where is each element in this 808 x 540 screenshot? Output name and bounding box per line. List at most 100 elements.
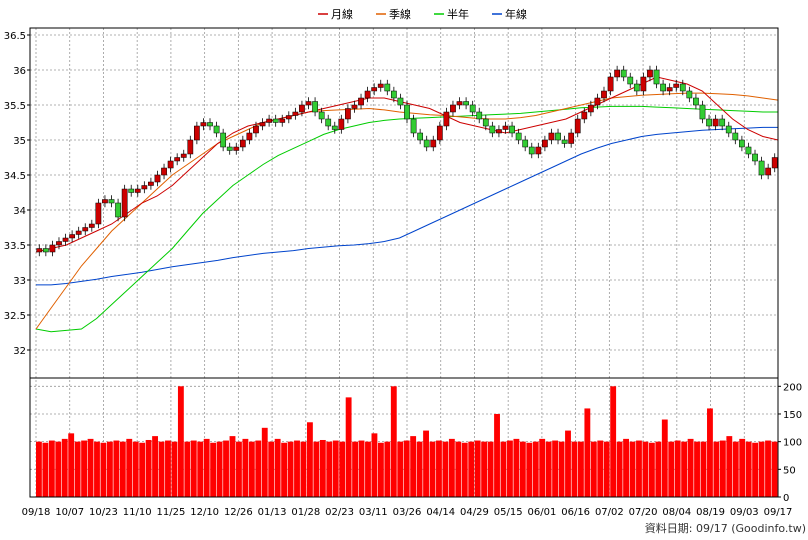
price-tick-label: 36 xyxy=(13,66,26,77)
candle-body xyxy=(371,87,378,92)
volume-bar xyxy=(577,441,584,497)
volume-bar xyxy=(377,442,384,497)
volume-bar xyxy=(494,413,500,497)
candle-body xyxy=(693,97,699,106)
volume-bar xyxy=(636,440,642,497)
ma-year-line xyxy=(36,126,778,286)
volume-bar xyxy=(61,438,68,497)
candle-body xyxy=(56,241,62,246)
volume-bars xyxy=(36,386,778,497)
x-tick-label: 06/16 xyxy=(561,507,590,518)
volume-bar xyxy=(745,441,752,497)
x-tick-label: 04/29 xyxy=(460,507,489,518)
volume-bar xyxy=(616,441,623,497)
volume-bar xyxy=(171,441,178,497)
x-tick-label: 09/18 xyxy=(22,507,51,518)
volume-bar xyxy=(274,438,281,497)
volume-bar xyxy=(48,440,55,497)
candle-body xyxy=(752,153,758,162)
candle-body xyxy=(161,167,167,176)
candle-body xyxy=(246,132,253,141)
candle-body xyxy=(712,118,719,127)
candle-body xyxy=(331,125,338,130)
volume-bar xyxy=(87,438,94,497)
volume-bar xyxy=(326,441,333,497)
volume-bar xyxy=(539,438,546,497)
candle-body xyxy=(358,97,364,106)
candle-body xyxy=(397,97,404,106)
price-tick-label: 36.5 xyxy=(4,31,26,42)
x-tick-label: 09/03 xyxy=(730,507,759,518)
price-tick-label: 33.5 xyxy=(4,241,26,252)
volume-bar xyxy=(319,439,326,497)
candle-body xyxy=(299,104,305,113)
volume-bar xyxy=(229,436,236,497)
volume-bar xyxy=(287,441,294,497)
candle-body xyxy=(305,101,312,106)
candle-body xyxy=(226,146,233,151)
volume-bar xyxy=(732,441,739,497)
x-tick-label: 03/11 xyxy=(359,507,388,518)
candle-body xyxy=(417,132,424,141)
volume-bar xyxy=(726,436,733,497)
chart-legend: 月線 季線 半年 年線 xyxy=(318,7,527,21)
candle-body xyxy=(502,125,509,130)
volume-bar xyxy=(403,440,410,497)
volume-bar xyxy=(94,441,100,497)
candle-body xyxy=(555,132,561,141)
volume-bar xyxy=(552,440,559,497)
volume-bar xyxy=(448,438,455,497)
candle-body xyxy=(587,104,594,113)
volume-bar xyxy=(610,386,617,497)
candle-body xyxy=(364,90,371,99)
candle-body xyxy=(522,139,529,148)
candle-body xyxy=(423,139,430,148)
volume-tick-label: 0 xyxy=(783,493,789,504)
volume-bar xyxy=(158,441,165,497)
price-tick-label: 32.5 xyxy=(4,311,26,322)
volume-bar xyxy=(113,440,120,497)
candle-body xyxy=(548,132,555,141)
candle-body xyxy=(239,139,246,148)
volume-bar xyxy=(571,441,578,497)
volume-bar xyxy=(216,441,223,497)
volume-bar xyxy=(771,441,778,497)
legend-entry: 半年 xyxy=(447,7,469,21)
volume-bar xyxy=(513,438,520,497)
candle-body xyxy=(75,230,82,235)
candle-body xyxy=(285,115,292,120)
volume-bar xyxy=(532,441,539,497)
candle-body xyxy=(88,223,95,228)
candle-body xyxy=(653,69,660,85)
volume-bar xyxy=(332,440,339,497)
volume-bar xyxy=(365,441,371,497)
volume-bar xyxy=(74,441,81,497)
candle-body xyxy=(679,83,686,92)
candle-body xyxy=(180,153,187,158)
candle-body xyxy=(384,83,391,92)
candle-body xyxy=(647,69,653,78)
candle-body xyxy=(108,199,115,204)
candlesticks xyxy=(36,65,778,257)
candle-body xyxy=(443,111,450,127)
volume-bar xyxy=(126,438,133,497)
price-tick-label: 35 xyxy=(13,136,26,147)
x-tick-label: 01/28 xyxy=(291,507,320,518)
candle-body xyxy=(660,83,666,92)
volume-bar xyxy=(468,441,475,497)
candle-body xyxy=(193,125,200,141)
candle-body xyxy=(706,118,712,127)
price-axis: 32 32.5 33 33.5 34 34.5 35 35.5 36 36.5 xyxy=(4,31,30,357)
volume-bar xyxy=(106,441,113,497)
candle-body xyxy=(725,125,732,134)
x-tick-label: 10/07 xyxy=(55,507,84,518)
volume-bar xyxy=(177,386,184,497)
x-tick-label: 08/19 xyxy=(696,507,725,518)
candle-body xyxy=(213,125,220,134)
volume-bar xyxy=(294,440,300,497)
volume-bar xyxy=(132,441,139,497)
candle-body xyxy=(469,104,476,113)
candle-body xyxy=(42,248,49,253)
volume-tick-label: 50 xyxy=(783,465,796,476)
candle-body xyxy=(450,104,456,113)
